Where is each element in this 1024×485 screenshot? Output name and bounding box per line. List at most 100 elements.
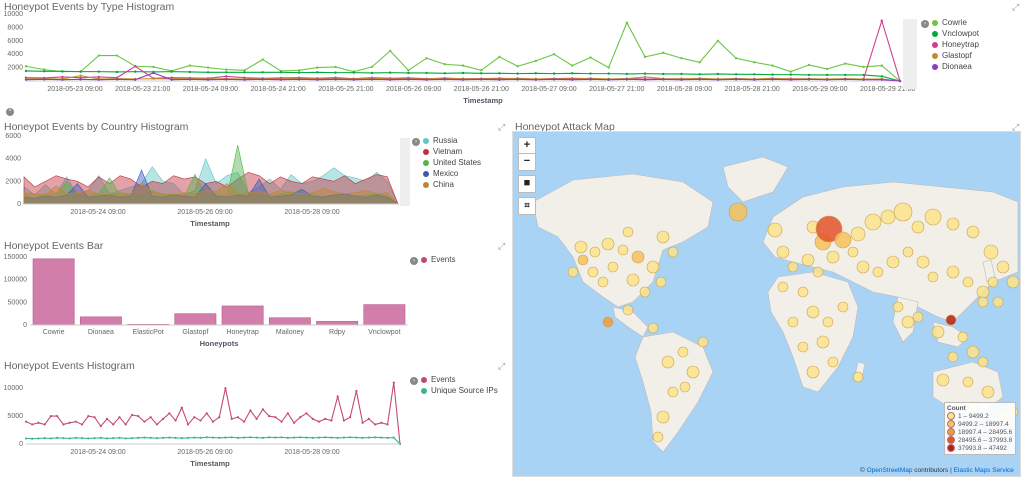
data-point	[662, 51, 665, 55]
draw-rectangle-button[interactable]: ■	[518, 175, 536, 193]
legend-item[interactable]: China	[423, 179, 481, 190]
data-point	[149, 416, 152, 419]
data-point	[825, 67, 829, 71]
x-tick-label: 2018-05-24 09:00	[70, 449, 125, 456]
data-point	[74, 436, 77, 439]
legend-label: Events	[431, 255, 456, 264]
data-point	[330, 436, 333, 439]
data-point	[261, 58, 264, 61]
data-point	[662, 78, 665, 81]
legend-scrollbar[interactable]	[903, 19, 917, 89]
data-point	[81, 437, 84, 440]
data-point	[236, 436, 240, 439]
data-point	[552, 72, 556, 75]
attack-marker	[574, 240, 588, 254]
data-point	[361, 421, 364, 424]
data-point	[407, 78, 410, 81]
data-point	[392, 381, 395, 384]
attack-marker	[631, 250, 645, 264]
data-point	[279, 78, 283, 81]
y-tick-label: 4000	[7, 51, 23, 58]
data-point	[155, 423, 158, 426]
legend-toggle-icon[interactable]: ›	[412, 138, 420, 146]
expand-icon[interactable]: ⤢	[498, 241, 506, 251]
data-point	[407, 69, 410, 72]
legend-toggle-icon[interactable]: ›	[410, 257, 418, 265]
legend-label: Events	[431, 375, 456, 384]
data-point	[56, 436, 59, 439]
world-map[interactable]	[513, 132, 1020, 476]
zoom-in-button[interactable]: +	[518, 137, 536, 155]
data-point	[134, 70, 137, 73]
legend-label: Vietnam	[433, 147, 463, 156]
x-axis-title: Timestamp	[190, 219, 230, 228]
collapse-icon[interactable]: ^	[6, 108, 14, 116]
country-legend: Russia Vietnam United States Mexico China	[423, 135, 481, 190]
data-point	[115, 54, 119, 57]
expand-icon[interactable]: ⤢	[498, 122, 506, 132]
legend-scrollbar[interactable]	[400, 138, 410, 206]
attack-marker	[987, 276, 999, 288]
legend-item[interactable]: Glastopf	[932, 50, 979, 61]
data-point	[105, 417, 109, 420]
data-point	[789, 78, 792, 81]
fit-bounds-button[interactable]: ⌗	[518, 197, 536, 215]
legend-toggle-icon[interactable]: ›	[921, 20, 929, 28]
data-point	[230, 417, 233, 420]
data-point	[93, 416, 96, 419]
legend-item[interactable]: Cowrie	[932, 17, 979, 28]
y-tick-label: 0	[17, 201, 21, 208]
legend-item[interactable]: Russia	[423, 135, 481, 146]
legend-item[interactable]: Vnclowpot	[932, 28, 979, 39]
osm-link[interactable]: OpenStreetMap	[866, 467, 913, 474]
legend-item[interactable]: Events	[421, 374, 498, 385]
expand-icon[interactable]: ⤢	[498, 361, 506, 371]
zoom-out-button[interactable]: −	[518, 153, 536, 171]
legend-item[interactable]: Unique Source IPs	[421, 385, 498, 396]
x-tick-label: 2018-05-26 21:00	[454, 86, 509, 93]
attack-marker	[679, 381, 691, 393]
ems-link[interactable]: Elastic Maps Service	[953, 467, 1014, 474]
data-point	[43, 78, 46, 81]
map-attribution: © OpenStreetMap contributors | Elastic M…	[860, 467, 1014, 474]
attack-map[interactable]	[512, 131, 1021, 477]
attack-marker	[834, 231, 852, 249]
data-point	[880, 78, 883, 81]
data-point	[862, 78, 865, 81]
y-tick-label: 2000	[7, 65, 23, 72]
events-bar-panel: Honeypot Events Bar ⤢ 150000 100000 50000 0…	[0, 239, 510, 357]
data-point	[170, 70, 173, 73]
legend-item[interactable]: Honeytrap	[932, 39, 979, 50]
data-point	[206, 71, 210, 74]
x-tick-label: ElasticPot	[133, 329, 164, 336]
legend-item[interactable]: Vietnam	[423, 146, 481, 157]
data-point	[286, 412, 289, 415]
legend-dot	[423, 181, 429, 188]
legend-dot	[932, 41, 938, 48]
data-point	[716, 78, 720, 81]
data-point	[243, 420, 246, 423]
data-point	[680, 78, 683, 81]
data-point	[43, 68, 46, 71]
data-point	[188, 70, 192, 74]
data-point	[334, 65, 337, 69]
expand-icon[interactable]: ⤢	[1012, 122, 1020, 132]
legend-toggle-icon[interactable]: ›	[410, 377, 418, 385]
data-point	[62, 437, 65, 440]
data-point	[771, 73, 774, 76]
data-point	[199, 436, 202, 439]
data-point	[297, 71, 301, 74]
legend-item[interactable]: Mexico	[423, 168, 481, 179]
expand-icon[interactable]: ⤢	[1012, 2, 1020, 12]
panel-title: Honeypot Events by Country Histogram	[4, 121, 189, 133]
legend-item[interactable]: Events	[421, 254, 455, 265]
data-point	[317, 436, 321, 439]
attack-marker	[852, 371, 864, 383]
data-point	[68, 437, 71, 440]
legend-item[interactable]: United States	[423, 157, 481, 168]
bar	[316, 321, 359, 326]
legend-dot	[421, 256, 427, 263]
attack-marker	[767, 222, 783, 238]
data-point	[62, 423, 65, 426]
legend-item[interactable]: Dionaea	[932, 61, 979, 72]
